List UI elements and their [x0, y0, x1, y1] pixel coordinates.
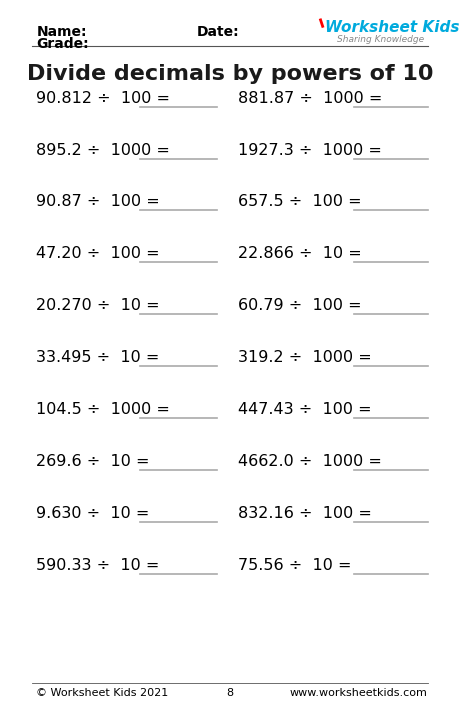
Text: www.worksheetkids.com: www.worksheetkids.com	[290, 688, 428, 698]
Text: 90.87 ÷  100 =: 90.87 ÷ 100 =	[36, 194, 165, 210]
Text: 4662.0 ÷  1000 =: 4662.0 ÷ 1000 =	[238, 454, 387, 469]
Text: 657.5 ÷  100 =: 657.5 ÷ 100 =	[238, 194, 367, 210]
Text: 895.2 ÷  1000 =: 895.2 ÷ 1000 =	[36, 142, 175, 158]
Text: Grade:: Grade:	[36, 37, 89, 51]
Text: 9.630 ÷  10 =: 9.630 ÷ 10 =	[36, 506, 155, 521]
Text: © Worksheet Kids 2021: © Worksheet Kids 2021	[36, 688, 169, 698]
Text: 832.16 ÷  100 =: 832.16 ÷ 100 =	[238, 506, 377, 521]
Text: 269.6 ÷  10 =: 269.6 ÷ 10 =	[36, 454, 155, 469]
Text: Divide decimals by powers of 10: Divide decimals by powers of 10	[27, 64, 433, 84]
Text: Date:: Date:	[196, 25, 239, 39]
Text: 590.33 ÷  10 =: 590.33 ÷ 10 =	[36, 557, 165, 573]
Text: 319.2 ÷  1000 =: 319.2 ÷ 1000 =	[238, 350, 377, 365]
Text: 447.43 ÷  100 =: 447.43 ÷ 100 =	[238, 402, 377, 417]
Text: 22.866 ÷  10 =: 22.866 ÷ 10 =	[238, 246, 367, 262]
Text: 20.270 ÷  10 =: 20.270 ÷ 10 =	[36, 298, 165, 314]
Text: 75.56 ÷  10 =: 75.56 ÷ 10 =	[238, 557, 357, 573]
Text: 47.20 ÷  100 =: 47.20 ÷ 100 =	[36, 246, 165, 262]
Text: Sharing Knowledge: Sharing Knowledge	[337, 35, 425, 44]
Text: 8: 8	[227, 688, 234, 698]
Text: 33.495 ÷  10 =: 33.495 ÷ 10 =	[36, 350, 165, 365]
Text: Name:: Name:	[36, 25, 87, 39]
Text: 90.812 ÷  100 =: 90.812 ÷ 100 =	[36, 90, 175, 106]
Text: Worksheet Kids: Worksheet Kids	[325, 20, 459, 35]
Text: 1927.3 ÷  1000 =: 1927.3 ÷ 1000 =	[238, 142, 387, 158]
Text: 60.79 ÷  100 =: 60.79 ÷ 100 =	[238, 298, 367, 314]
Text: 881.87 ÷  1000 =: 881.87 ÷ 1000 =	[238, 90, 388, 106]
Text: 104.5 ÷  1000 =: 104.5 ÷ 1000 =	[36, 402, 175, 417]
